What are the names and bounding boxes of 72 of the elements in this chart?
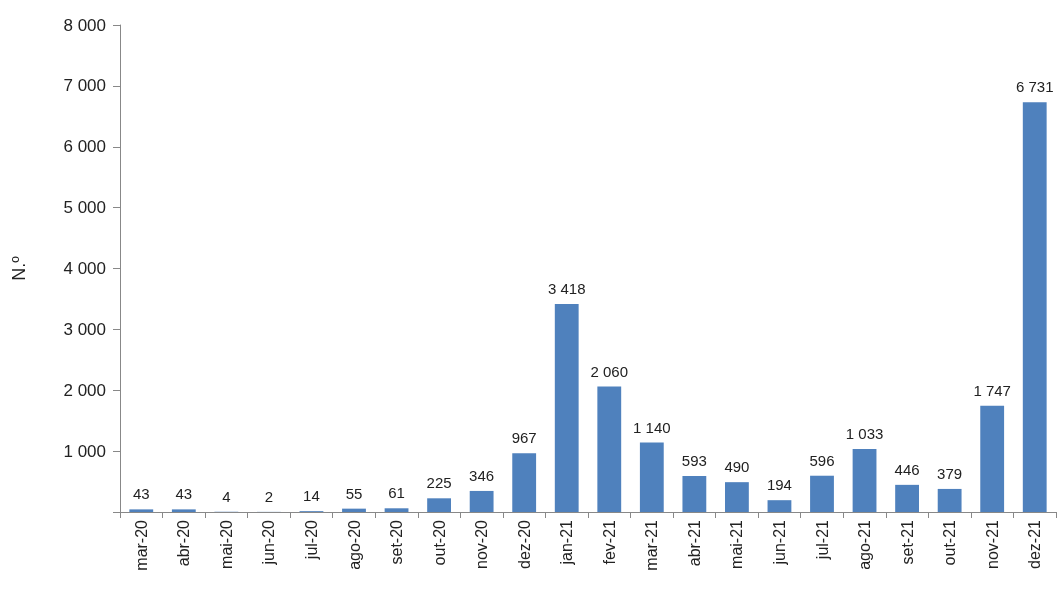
data-label: 3 418 [547, 279, 586, 297]
x-tick-label: fev-21 [600, 519, 618, 565]
y-axis-title: N.º [9, 255, 29, 281]
x-tick-label: jul-21 [813, 519, 831, 561]
y-tick-label: 3 000 [63, 319, 106, 339]
bar [554, 303, 579, 512]
bar [171, 509, 196, 512]
data-label: 43 [175, 485, 193, 503]
x-tick-label: set-21 [898, 519, 916, 565]
x-tick-label: mai-20 [217, 519, 235, 569]
x-tick-label: jul-20 [302, 519, 320, 561]
x-tick-label: abr-20 [175, 519, 193, 567]
y-tick-label: 8 000 [63, 15, 106, 35]
data-label: 2 [264, 487, 274, 505]
data-label: 1 140 [633, 418, 671, 436]
x-tick-label: ago-21 [856, 519, 874, 570]
data-label: 55 [345, 484, 363, 502]
y-tick-label: 4 000 [63, 259, 106, 278]
bar [980, 405, 1005, 512]
data-label: 225 [426, 474, 452, 492]
bar [682, 475, 707, 512]
x-tick-label: out-20 [430, 519, 448, 566]
data-label: 14 [303, 487, 320, 505]
x-tick-label: jun-21 [770, 519, 788, 566]
data-label: 490 [724, 458, 750, 476]
bar [469, 490, 494, 512]
data-label: 593 [681, 451, 707, 469]
data-label: 346 [469, 466, 495, 484]
data-label: 2 060 [590, 362, 629, 380]
x-tick-label: out-21 [941, 519, 959, 566]
bar [639, 442, 664, 512]
data-label: 379 [937, 464, 963, 482]
x-tick-label: mai-21 [728, 519, 746, 569]
y-tick-label: 5 000 [63, 198, 106, 218]
y-tick-label: 1 000 [63, 441, 106, 461]
bar [725, 482, 749, 512]
data-label: 596 [809, 451, 835, 469]
x-tick-label: mar-20 [132, 519, 150, 571]
bar [895, 484, 919, 512]
x-tick-label: jun-20 [260, 519, 278, 566]
data-label: 43 [132, 485, 150, 503]
bar [129, 509, 154, 512]
data-label: 446 [894, 460, 920, 478]
bar [767, 500, 792, 512]
data-label: 967 [511, 429, 537, 447]
x-tick-label: mar-21 [643, 519, 661, 571]
bar [427, 498, 451, 512]
data-label: 6 731 [1015, 78, 1054, 96]
data-label: 61 [388, 484, 405, 502]
bar [384, 508, 409, 512]
bar [852, 449, 877, 512]
x-tick-label: jan-21 [558, 519, 576, 566]
y-tick-label: 7 000 [63, 76, 106, 96]
bar [810, 475, 834, 512]
data-label: 1 747 [973, 381, 1011, 399]
data-label: 4 [222, 487, 231, 505]
data-label: 1 033 [845, 425, 884, 443]
x-tick-label: ago-20 [345, 519, 363, 570]
bar [342, 508, 366, 512]
x-tick-label: set-20 [388, 519, 406, 565]
bar [597, 386, 622, 512]
x-tick-label: dez-21 [1026, 519, 1044, 569]
x-tick-label: nov-21 [983, 519, 1001, 569]
bar [937, 488, 962, 512]
bar [1022, 102, 1047, 512]
data-label: 194 [766, 476, 792, 494]
bar [512, 453, 537, 512]
x-tick-label: dez-20 [515, 519, 533, 569]
y-tick-label: 2 000 [63, 380, 106, 400]
y-tick-label: 6 000 [63, 137, 106, 157]
x-tick-label: nov-20 [473, 519, 491, 569]
x-tick-label: abr-21 [685, 519, 703, 567]
